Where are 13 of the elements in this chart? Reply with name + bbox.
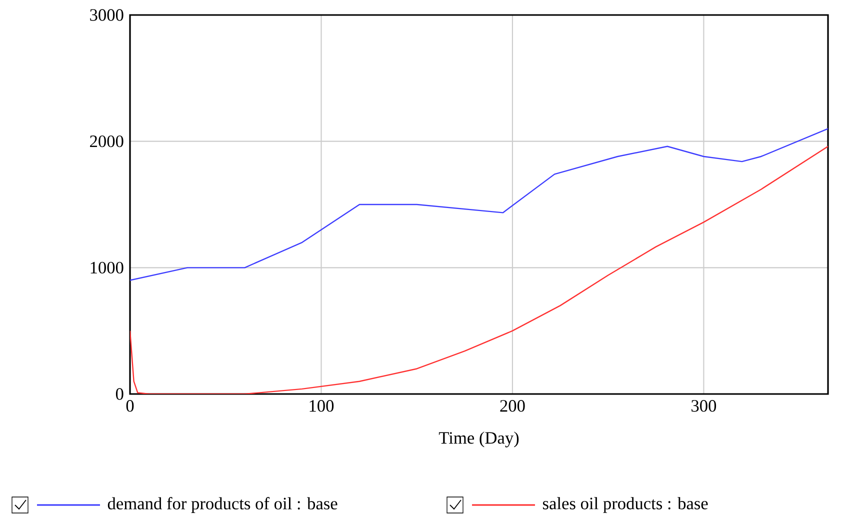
y-tick-label: 3000 — [90, 9, 124, 21]
x-axis-title: Time (Day) — [438, 432, 519, 448]
x-tick-label: 100 — [310, 400, 334, 412]
legend-label: sales oil products : base — [542, 497, 708, 513]
y-tick-label: 0 — [116, 388, 124, 400]
x-tick-label: 200 — [500, 400, 525, 412]
x-tick-label: 300 — [692, 400, 716, 412]
y-tick-label: 1000 — [90, 262, 124, 274]
x-tick-label: 0 — [126, 400, 134, 412]
line-series — [130, 128, 828, 281]
y-tick-label: 2000 — [90, 135, 124, 148]
line-series — [130, 146, 828, 394]
legend-label: demand for products of oil : base — [108, 497, 338, 513]
